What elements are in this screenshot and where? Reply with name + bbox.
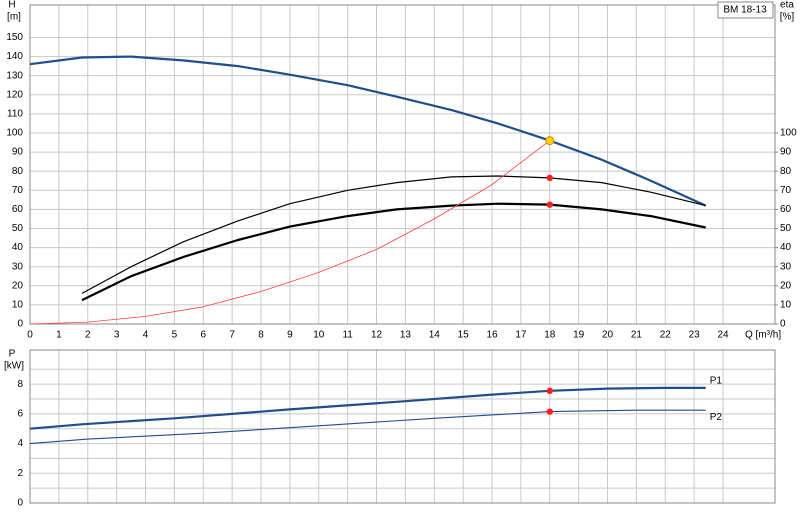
y-tick-label: 6 <box>17 409 23 420</box>
x-tick-label: 19 <box>573 330 585 341</box>
y2-axis-unit: [%] <box>780 12 795 23</box>
y-tick-label: 130 <box>6 70 23 81</box>
series-line <box>29 386 706 430</box>
x-tick-label: 7 <box>229 330 235 341</box>
operating-point <box>546 174 553 182</box>
x-tick-label: 0 <box>27 330 33 341</box>
x-tick-label: 14 <box>429 330 441 341</box>
y-tick-label: 140 <box>6 51 23 62</box>
y-tick-label: 50 <box>12 223 24 234</box>
x-tick-label: 16 <box>486 330 498 341</box>
y-tick-label: 10 <box>12 300 24 311</box>
title-box <box>717 1 774 19</box>
y-tick-label: 100 <box>6 128 23 139</box>
y2-tick-label: 70 <box>780 185 792 196</box>
y-tick-label: 80 <box>12 166 24 177</box>
x-tick-label: 10 <box>313 330 325 341</box>
y-axis-unit: [kW] <box>4 361 24 372</box>
x-tick-label: 20 <box>602 330 614 341</box>
y-tick-label: 150 <box>6 32 23 43</box>
x-tick-label: 5 <box>172 330 178 341</box>
y2-tick-label: 80 <box>780 166 792 177</box>
y2-tick-label: 100 <box>780 128 797 139</box>
x-tick-label: 3 <box>114 330 120 341</box>
y-tick-label: 8 <box>17 379 23 390</box>
x-tick-label: 23 <box>689 330 701 341</box>
x-tick-label: 17 <box>515 330 527 341</box>
operating-point <box>546 387 553 395</box>
plot-frame <box>29 4 776 325</box>
y-tick-label: 90 <box>12 147 24 158</box>
series-line <box>29 409 706 445</box>
x-tick-label: 2 <box>85 330 91 341</box>
y-tick-label: 0 <box>17 498 23 509</box>
y-axis-unit: [m] <box>7 12 21 23</box>
series-line <box>81 175 706 294</box>
y2-tick-label: 30 <box>780 261 792 272</box>
y-tick-label: 4 <box>17 438 23 449</box>
series-line <box>29 140 551 325</box>
operating-point <box>546 408 553 415</box>
series-line <box>81 202 706 302</box>
x-tick-label: 9 <box>287 330 293 341</box>
y2-tick-label: 10 <box>780 300 792 311</box>
y-axis-label: H <box>8 0 15 11</box>
series-label: P1 <box>710 376 723 387</box>
chart-title: BM 18-13 <box>723 5 767 16</box>
y-tick-label: 2 <box>17 468 23 479</box>
y2-tick-label: 60 <box>780 204 792 215</box>
x-tick-label: 6 <box>200 330 206 341</box>
y2-tick-label: 90 <box>780 147 792 158</box>
y2-tick-label: 0 <box>780 319 786 330</box>
x-tick-label: 18 <box>544 330 556 341</box>
y-tick-label: 70 <box>12 185 24 196</box>
y2-axis-label: eta <box>780 0 794 11</box>
y-tick-label: 110 <box>7 109 23 120</box>
series-label: P2 <box>710 412 723 423</box>
operating-point <box>545 136 555 146</box>
x-tick-label: 1 <box>56 330 62 341</box>
x-tick-label: 21 <box>631 330 643 341</box>
y2-tick-label: 50 <box>780 223 792 234</box>
x-axis-label: Q [m³/h] <box>745 330 781 341</box>
plot-frame <box>29 349 776 504</box>
x-tick-label: 24 <box>717 330 729 341</box>
operating-point <box>546 201 553 208</box>
x-tick-label: 13 <box>400 330 412 341</box>
y-axis-label: P <box>9 349 16 360</box>
y-tick-label: 20 <box>12 280 24 291</box>
x-tick-label: 22 <box>660 330 672 341</box>
y-tick-label: 60 <box>12 204 24 215</box>
x-tick-label: 4 <box>143 330 149 341</box>
x-tick-label: 12 <box>371 330 383 341</box>
y2-tick-label: 20 <box>780 280 792 291</box>
x-tick-label: 8 <box>258 330 264 341</box>
series-line <box>29 55 707 207</box>
y-tick-label: 120 <box>6 89 23 100</box>
x-tick-label: 11 <box>342 330 353 341</box>
y2-tick-label: 40 <box>780 242 792 253</box>
y-tick-label: 0 <box>17 319 23 330</box>
y-tick-label: 40 <box>12 242 24 253</box>
x-tick-label: 15 <box>458 330 470 341</box>
y-tick-label: 30 <box>12 261 24 272</box>
